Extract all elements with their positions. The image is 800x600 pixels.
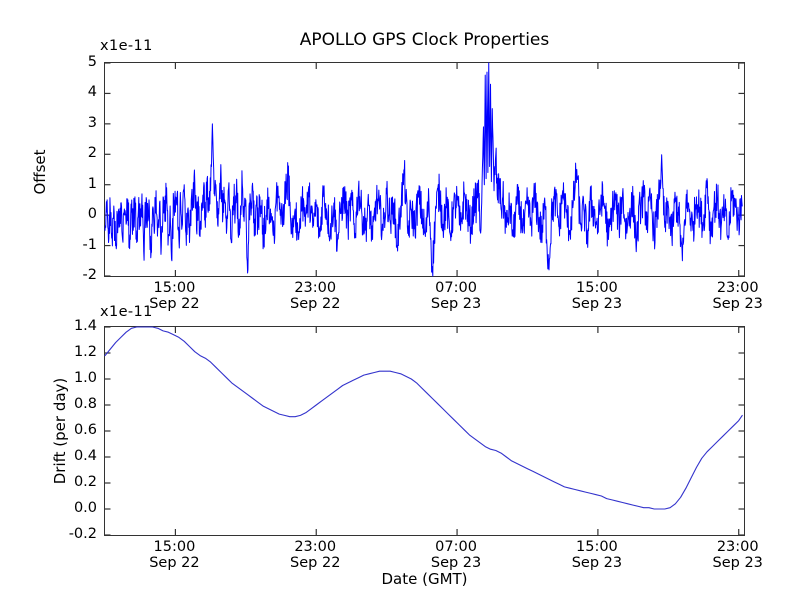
y-tick-label: 0.6: [73, 422, 97, 438]
x-tick-label: 15:00 Sep 22: [149, 280, 200, 312]
drift-plot-axes: [104, 326, 745, 536]
y-tick-label: 5: [87, 54, 97, 70]
x-tick-label: 15:00 Sep 23: [571, 280, 623, 312]
x-tick-date: Sep 22: [149, 295, 200, 312]
y-tick-label: 0.4: [73, 448, 97, 464]
x-tick-time: 07:00: [435, 539, 477, 555]
offset-plot-y-offset-text: x1e-11: [100, 38, 153, 54]
x-tick-time: 15:00: [575, 539, 618, 555]
x-tick-time: 23:00: [716, 539, 759, 555]
offset-plot-axes: [104, 62, 745, 277]
x-tick-label: 23:00 Sep 22: [290, 280, 341, 312]
offset-plot-trace-layer: [104, 62, 744, 277]
x-tick-label: 23:00 Sep 23: [712, 280, 763, 312]
y-tick-label: 0.2: [73, 474, 97, 490]
x-tick-date: Sep 23: [712, 554, 763, 571]
y-tick-label: 0: [87, 206, 97, 223]
y-tick-label: 3: [87, 114, 97, 131]
x-tick-date: Sep 23: [571, 554, 623, 571]
x-tick-date: Sep 22: [149, 554, 200, 571]
drift-plot-y-offset-text: x1e-11: [100, 304, 153, 320]
x-tick-date: Sep 22: [290, 295, 341, 312]
x-tick-label: 07:00 Sep 23: [430, 539, 482, 571]
x-tick-time: 07:00: [435, 280, 477, 296]
x-tick-time: 15:00: [153, 539, 196, 555]
x-tick-label: 07:00 Sep 23: [430, 280, 482, 312]
x-tick-time: 23:00: [294, 539, 337, 555]
y-tick-label: -2: [82, 267, 97, 283]
y-tick-label: 0.0: [73, 500, 97, 516]
x-tick-label: 15:00 Sep 22: [149, 539, 200, 571]
data-line-offset: [104, 62, 743, 277]
x-tick-time: 15:00: [575, 280, 618, 296]
y-tick-label: 1.4: [73, 318, 97, 334]
x-tick-time: 23:00: [716, 280, 759, 296]
data-line-drift: [104, 326, 743, 510]
x-tick-date: Sep 23: [712, 295, 763, 312]
y-tick-label: 1.2: [73, 344, 97, 360]
x-tick-time: 15:00: [153, 280, 196, 296]
y-tick-label: -1: [82, 236, 97, 253]
y-tick-label: 2: [87, 145, 97, 162]
drift-plot-xlabel: Date (GMT): [381, 570, 468, 588]
y-tick-label: 0.8: [73, 396, 97, 412]
y-tick-label: 4: [87, 84, 97, 101]
x-tick-time: 23:00: [294, 280, 337, 296]
x-tick-date: Sep 22: [290, 554, 341, 571]
y-tick-label: 1: [87, 175, 97, 192]
y-tick-label: 1.0: [73, 370, 97, 386]
x-tick-label: 23:00 Sep 22: [290, 539, 341, 571]
y-tick-label: -0.2: [68, 526, 97, 542]
x-tick-label: 23:00 Sep 23: [712, 539, 763, 571]
x-tick-date: Sep 23: [571, 295, 623, 312]
figure-title: APOLLO GPS Clock Properties: [299, 30, 550, 50]
x-tick-date: Sep 23: [430, 554, 482, 571]
x-tick-label: 15:00 Sep 23: [571, 539, 623, 571]
x-tick-date: Sep 23: [430, 295, 482, 312]
drift-plot-trace-layer: [104, 326, 744, 536]
